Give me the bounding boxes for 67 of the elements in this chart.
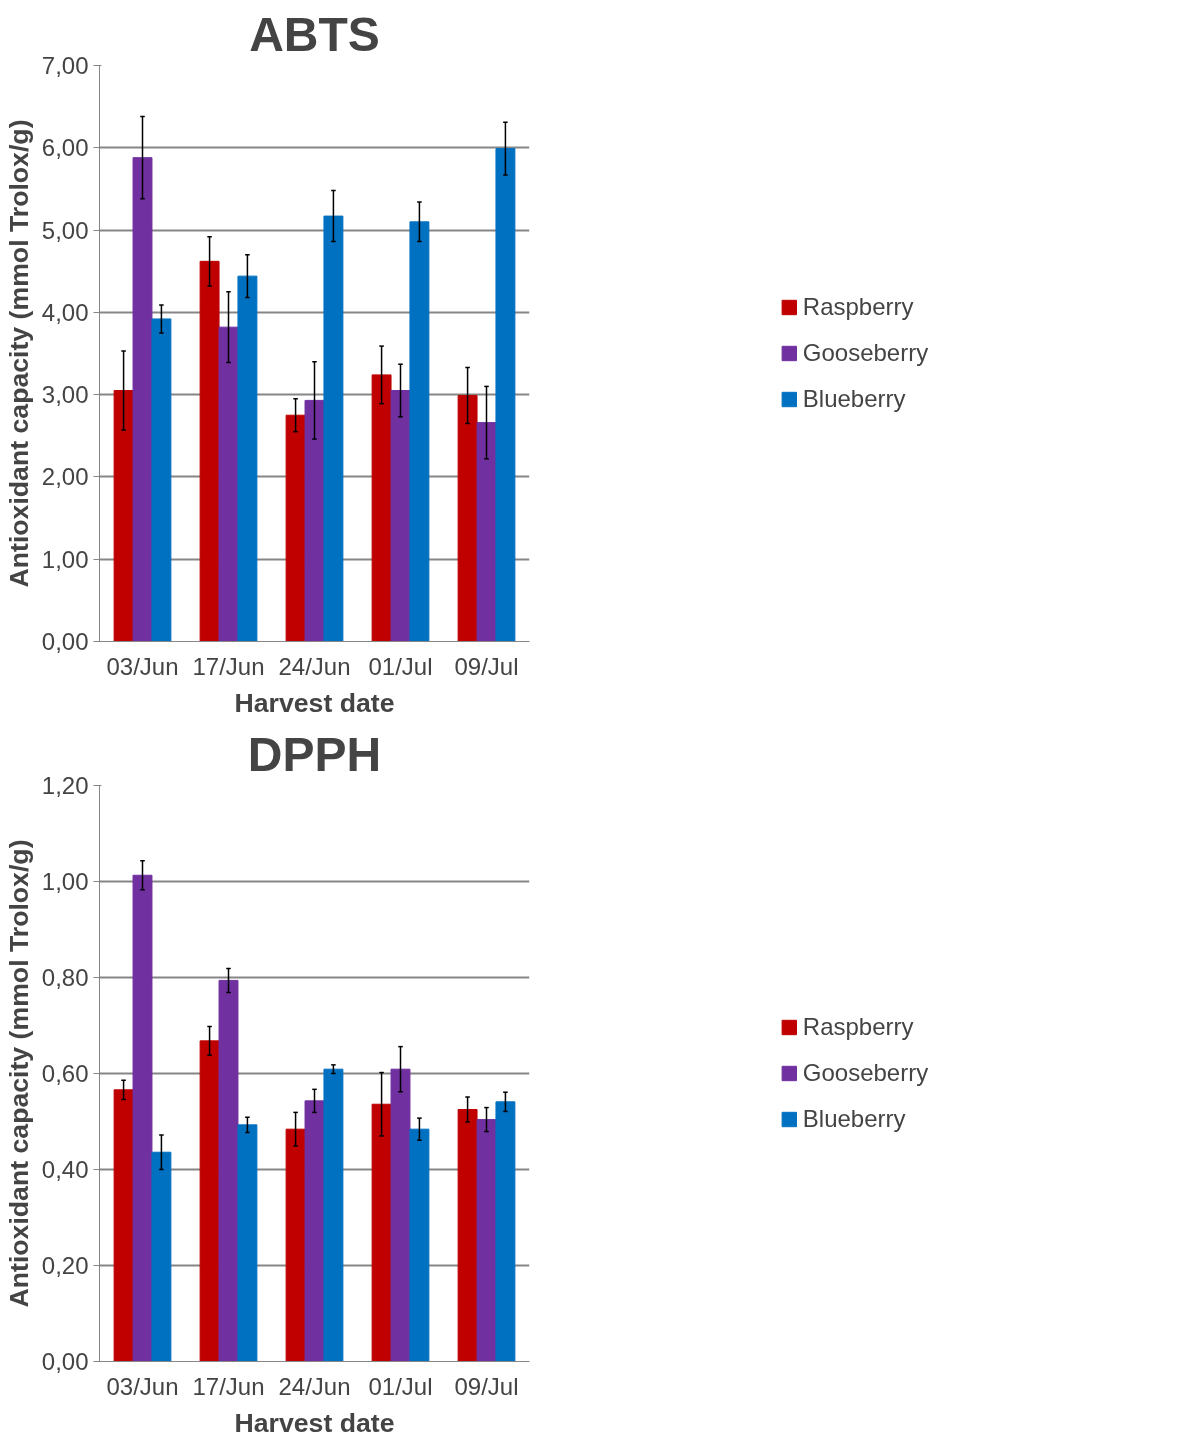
legend-label: Gooseberry	[802, 1059, 929, 1087]
y-tick-label: 0,40	[41, 1156, 89, 1183]
bar	[390, 390, 411, 642]
bar	[132, 157, 153, 642]
bar	[113, 390, 134, 642]
x-axis-title: Harvest date	[234, 1407, 395, 1438]
y-tick-label: 2,00	[41, 463, 89, 491]
bar	[495, 148, 516, 642]
legend-label: Gooseberry	[802, 339, 929, 367]
bar	[151, 1151, 172, 1362]
y-tick-label: 1,20	[41, 772, 89, 799]
bar	[476, 1119, 497, 1362]
bar	[495, 1101, 516, 1362]
x-tick-label: 01/Jul	[368, 1372, 433, 1400]
y-axis-title: Antioxidant capacity (mmol Trolox/g)	[3, 839, 34, 1308]
bar	[371, 1103, 392, 1362]
y-tick-label: 0,60	[41, 1060, 89, 1087]
y-tick-label: 0,20	[41, 1252, 89, 1279]
bar	[199, 1040, 220, 1362]
bar	[476, 422, 497, 642]
chart-title: ABTS	[249, 7, 380, 61]
x-tick-label: 17/Jun	[192, 652, 265, 680]
bar	[132, 874, 153, 1362]
legend-label: Raspberry	[802, 1013, 914, 1041]
x-axis-title: Harvest date	[234, 687, 395, 718]
x-tick-label: 24/Jun	[278, 1372, 351, 1400]
y-tick-label: 0,80	[41, 964, 89, 991]
bar	[237, 275, 258, 642]
bar	[285, 1128, 306, 1362]
y-tick-label: 0,00	[41, 1348, 89, 1375]
legend-label: Raspberry	[802, 293, 914, 321]
y-tick-label: 6,00	[41, 134, 89, 162]
bar	[237, 1124, 258, 1362]
x-tick-label: 03/Jun	[106, 652, 179, 680]
bar	[390, 1068, 411, 1362]
x-tick-label: 17/Jun	[192, 1372, 265, 1400]
bar	[113, 1089, 134, 1362]
bar	[199, 260, 220, 642]
bar	[304, 1100, 325, 1362]
legend-label: Blueberry	[802, 1105, 906, 1133]
bar	[285, 414, 306, 642]
bar	[218, 326, 239, 642]
x-tick-label: 01/Jul	[368, 652, 433, 680]
bar	[371, 374, 392, 642]
bar	[409, 1128, 430, 1362]
bar	[304, 399, 325, 642]
bar	[323, 1068, 344, 1362]
y-axis-title: Antioxidant capacity (mmol Trolox/g)	[3, 119, 34, 588]
y-tick-label: 1,00	[41, 868, 89, 895]
x-tick-label: 03/Jun	[106, 1372, 179, 1400]
x-tick-label: 09/Jul	[454, 1372, 519, 1400]
y-tick-label: 0,00	[41, 628, 89, 655]
y-tick-label: 1,00	[41, 545, 89, 573]
x-tick-label: 09/Jul	[454, 652, 519, 680]
y-tick-label: 3,00	[41, 381, 89, 409]
y-tick-label: 5,00	[41, 216, 89, 244]
bar	[323, 215, 344, 642]
y-tick-label: 7,00	[41, 52, 89, 79]
legend-label: Blueberry	[802, 385, 906, 413]
bar	[457, 1109, 478, 1362]
y-tick-label: 4,00	[41, 298, 89, 326]
chart-title: DPPH	[247, 727, 382, 781]
bar	[457, 394, 478, 642]
bar	[218, 979, 239, 1362]
x-tick-label: 24/Jun	[278, 652, 351, 680]
bar	[151, 318, 172, 642]
bar	[409, 221, 430, 642]
